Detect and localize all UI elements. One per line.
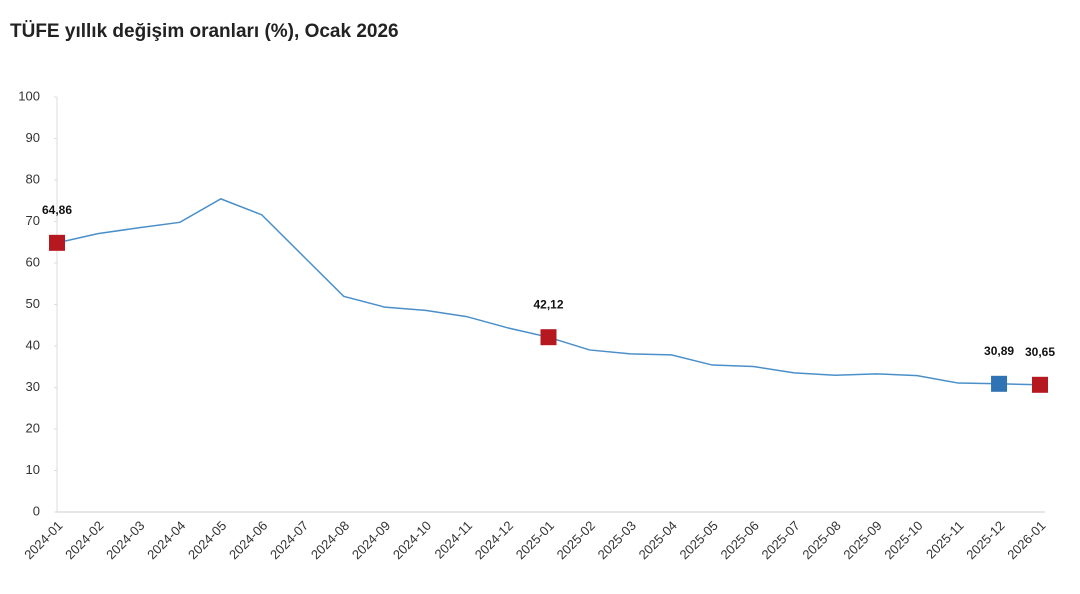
x-tick-label: 2025-04 — [636, 518, 680, 562]
x-tick-label: 2025-06 — [717, 518, 761, 562]
data-label: 30,89 — [984, 344, 1014, 358]
data-label: 30,65 — [1025, 345, 1055, 359]
x-tick-label: 2025-11 — [923, 518, 967, 562]
data-label: 64,86 — [42, 203, 72, 217]
marker — [49, 234, 65, 251]
x-tick-label: 2025-08 — [799, 518, 843, 562]
marker — [540, 329, 557, 346]
data-label: 42,12 — [533, 297, 563, 311]
y-tick-label: 100 — [18, 88, 40, 103]
x-tick-label: 2025-01 — [513, 518, 557, 562]
y-tick-label: 40 — [26, 337, 40, 352]
y-tick-label: 30 — [26, 379, 40, 394]
y-tick-label: 20 — [26, 420, 40, 435]
x-tick-label: 2025-03 — [595, 518, 639, 562]
x-tick-label: 2024-01 — [21, 518, 65, 562]
x-tick-label: 2025-02 — [554, 518, 598, 562]
x-tick-label: 2024-02 — [62, 518, 106, 562]
line — [56, 198, 1041, 386]
x-tick-label: 2025-10 — [881, 518, 925, 562]
y-tick-label: 0 — [33, 503, 40, 518]
y-tick-label: 50 — [26, 296, 40, 311]
marker — [991, 375, 1008, 392]
x-tick-label: 2024-05 — [185, 518, 229, 562]
x-tick-label: 2024-03 — [103, 518, 147, 562]
y-tick-label: 70 — [26, 213, 40, 228]
x-tick-label: 2024-09 — [349, 518, 393, 562]
x-tick-label: 2024-11 — [431, 518, 475, 562]
x-tick-label: 2024-12 — [472, 518, 516, 562]
x-tick-label: 2024-04 — [144, 518, 188, 562]
y-tick-label: 90 — [26, 130, 40, 145]
x-tick-label: 2024-10 — [390, 518, 434, 562]
x-tick-label: 2025-07 — [758, 518, 802, 562]
y-tick-label: 80 — [26, 171, 40, 186]
marker — [1032, 376, 1048, 393]
x-tick-label: 2025-12 — [963, 518, 1007, 562]
x-tick-label: 2025-09 — [840, 518, 884, 562]
x-tick-label: 2024-06 — [226, 518, 270, 562]
y-tick-label: 60 — [26, 254, 40, 269]
x-tick-label: 2026-01 — [1004, 518, 1048, 562]
x-tick-label: 2024-08 — [308, 518, 352, 562]
x-tick-label: 2025-05 — [677, 518, 721, 562]
y-tick-label: 10 — [26, 462, 40, 477]
chart-title: TÜFE yıllık değişim oranları (%), Ocak 2… — [10, 21, 399, 42]
x-tick-label: 2024-07 — [267, 518, 311, 562]
